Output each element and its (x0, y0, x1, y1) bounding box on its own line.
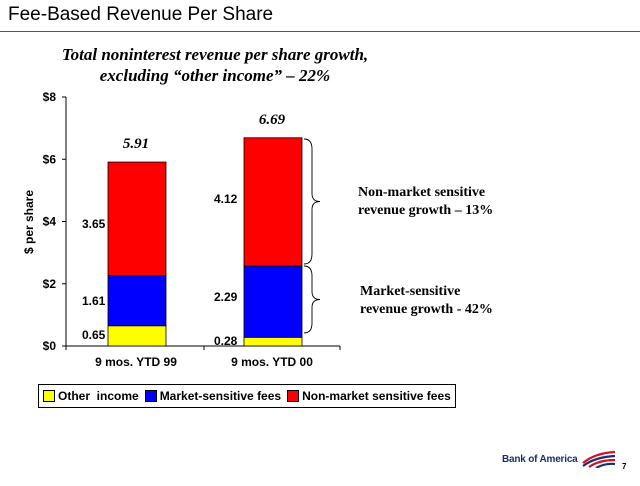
bar-total-label: 5.91 (123, 136, 149, 152)
x-category-label: 9 mos. YTD 99 (95, 355, 177, 369)
market-growth-annotation: Market-sensitive revenue growth - 42% (360, 283, 493, 319)
legend-label: Other income (58, 389, 139, 403)
legend-swatch (144, 390, 157, 402)
non-market-annotation-line-2: revenue growth – 13% (358, 203, 494, 218)
bar-segment (243, 137, 303, 267)
bank-logo: Bank of America (502, 450, 617, 468)
y-tick-label: $8 (43, 90, 57, 104)
flag-logo-icon (581, 450, 615, 468)
market-brace (303, 265, 321, 334)
page-number: 7 (622, 462, 627, 471)
segment-data-label: 0.65 (82, 328, 106, 342)
non-market-brace (303, 138, 321, 265)
legend-swatch (287, 390, 300, 402)
bar-total-label: 6.69 (259, 112, 286, 128)
segment-data-label: 4.12 (214, 192, 238, 206)
legend-label: Market-sensitive fees (159, 389, 282, 403)
bar-segment (243, 265, 303, 338)
title-divider (0, 31, 640, 32)
legend-label: Non-market sensitive fees (302, 389, 451, 403)
y-tick-label: $0 (43, 339, 57, 353)
page-title: Fee-Based Revenue Per Share (8, 4, 274, 25)
segment-data-label: 3.65 (82, 217, 106, 231)
non-market-growth-annotation: Non-market sensitive revenue growth – 13… (358, 184, 493, 220)
market-annotation-line-1: Market-sensitive (360, 284, 461, 299)
y-axis-title: $ per share (22, 190, 36, 254)
bar-segment (107, 275, 167, 327)
chart-subtitle: Total noninterest revenue per share grow… (40, 44, 390, 86)
chart-legend: Other income Market-sensitive fees Non-mar… (38, 384, 456, 408)
legend-item: Other income (43, 389, 139, 403)
segment-data-label: 0.28 (214, 334, 238, 348)
segment-data-label: 2.29 (214, 290, 238, 304)
legend-item: Non-market sensitive fees (287, 389, 451, 403)
y-tick-label: $4 (43, 215, 57, 229)
logo-text: Bank of America (502, 453, 578, 465)
bar-segment (243, 336, 303, 347)
y-tick-label: $2 (43, 277, 57, 291)
subtitle-line-1: Total noninterest revenue per share grow… (61, 45, 369, 64)
market-annotation-line-2: revenue growth - 42% (360, 302, 493, 317)
legend-swatch (43, 390, 55, 402)
segment-data-label: 1.61 (82, 294, 106, 308)
non-market-annotation-line-1: Non-market sensitive (358, 185, 486, 200)
bar-segment (107, 325, 167, 347)
y-tick-label: $6 (43, 152, 57, 166)
bar-segment (107, 161, 167, 277)
x-category-label: 9 mos. YTD 00 (231, 355, 313, 369)
legend-item: Market-sensitive fees (144, 389, 282, 403)
subtitle-line-2: excluding “other income” – 22% (99, 66, 331, 85)
